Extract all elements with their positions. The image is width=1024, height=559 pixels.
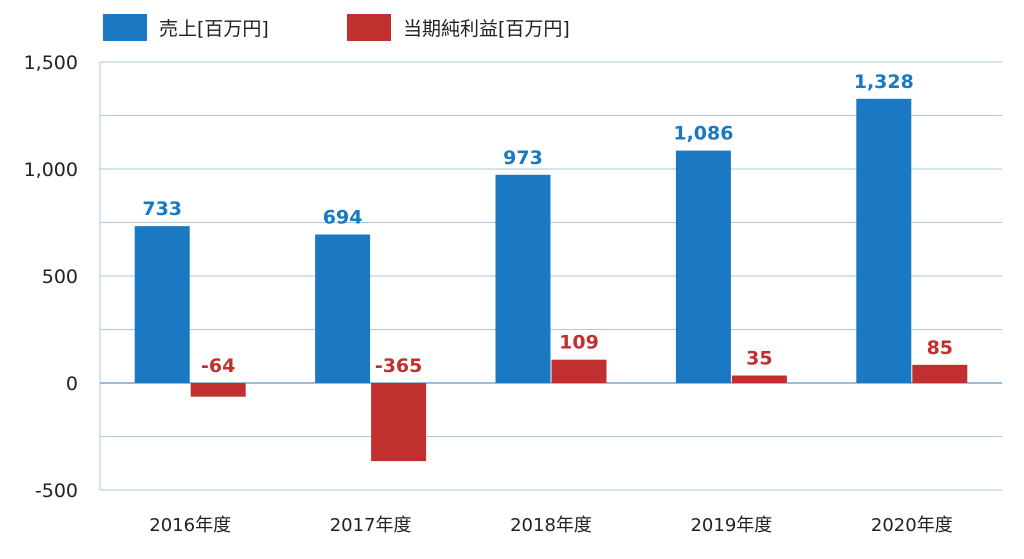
legend-label-profit: 当期純利益[百万円] bbox=[403, 18, 570, 40]
x-category-label: 2017年度 bbox=[330, 515, 412, 536]
data-label-profit: 35 bbox=[746, 348, 772, 370]
y-tick-label: 1,500 bbox=[24, 52, 78, 74]
bar-sales bbox=[495, 174, 551, 383]
x-category-label: 2018年度 bbox=[510, 515, 592, 536]
y-tick-label: 500 bbox=[42, 266, 78, 288]
bars bbox=[134, 98, 968, 462]
y-tick-label: 1,000 bbox=[24, 159, 78, 181]
data-labels: 733 -64 694 -365 973 109 1,086 35 1,328 85 bbox=[142, 71, 953, 377]
bar-sales bbox=[856, 98, 912, 384]
gridlines bbox=[99, 61, 1002, 491]
data-label-sales: 1,086 bbox=[673, 123, 733, 145]
legend: 売上[百万円] 当期純利益[百万円] bbox=[103, 14, 570, 41]
data-label-sales: 1,328 bbox=[854, 71, 914, 93]
data-label-profit: -365 bbox=[375, 355, 423, 377]
x-axis-categories: 2016年度 2017年度 2018年度 2019年度 2020年度 bbox=[149, 515, 952, 536]
bar-sales bbox=[134, 226, 190, 383]
x-category-label: 2019年度 bbox=[690, 515, 772, 536]
data-label-profit: -64 bbox=[201, 355, 235, 377]
y-tick-label: -500 bbox=[35, 480, 78, 502]
data-label-sales: 973 bbox=[503, 147, 543, 169]
x-category-label: 2016年度 bbox=[149, 515, 231, 536]
bar-sales bbox=[315, 234, 371, 383]
data-label-sales: 694 bbox=[323, 206, 363, 228]
bar-profit bbox=[371, 383, 427, 462]
legend-label-sales: 売上[百万円] bbox=[159, 18, 269, 40]
y-axis-ticks: 1,500 1,000 500 0 -500 bbox=[24, 52, 78, 502]
bar-profit bbox=[912, 364, 968, 383]
data-label-profit: 109 bbox=[559, 332, 599, 354]
bar-profit bbox=[551, 359, 607, 383]
bar-profit bbox=[731, 375, 787, 383]
bar-profit bbox=[190, 383, 246, 397]
legend-swatch-sales bbox=[103, 14, 147, 41]
y-tick-label: 0 bbox=[66, 373, 78, 395]
data-label-sales: 733 bbox=[142, 198, 182, 220]
data-label-profit: 85 bbox=[927, 337, 953, 359]
legend-swatch-profit bbox=[347, 14, 391, 41]
bar-sales bbox=[675, 150, 731, 383]
x-category-label: 2020年度 bbox=[871, 515, 953, 536]
